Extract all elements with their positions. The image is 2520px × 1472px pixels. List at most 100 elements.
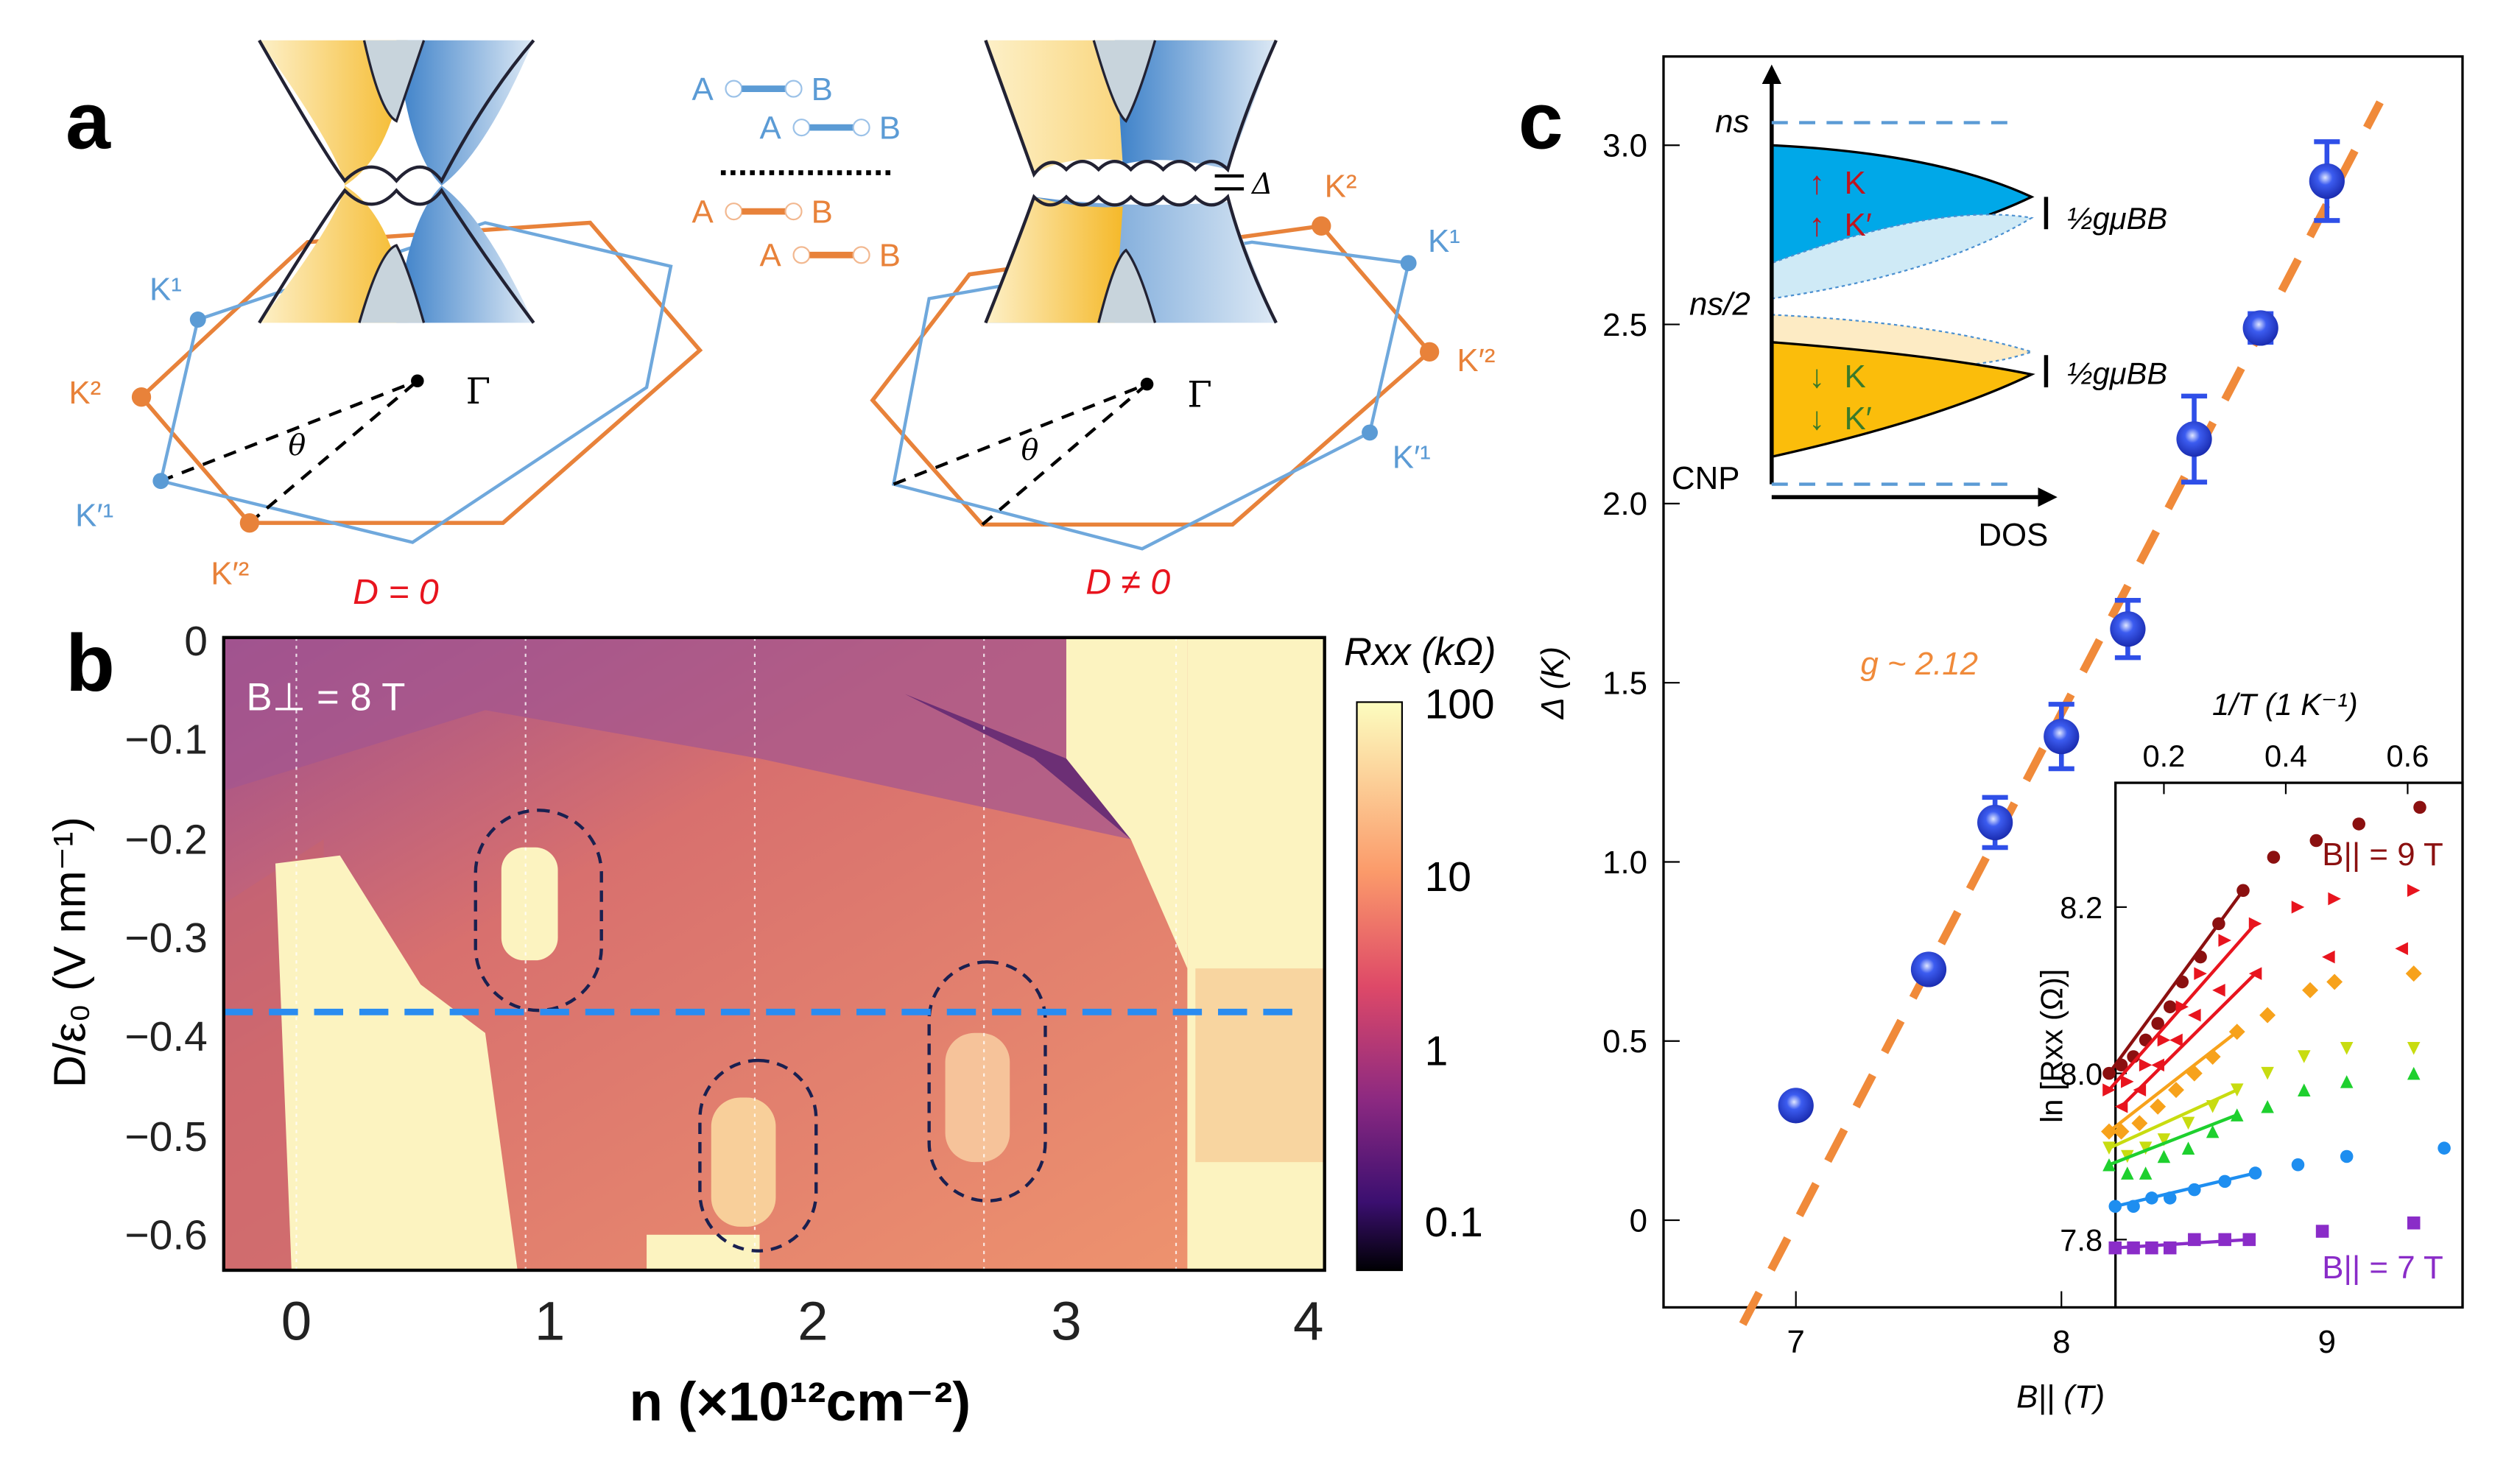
dashed-region-2 bbox=[698, 1058, 818, 1253]
inset-data-point bbox=[2102, 1083, 2116, 1096]
arrhenius-inset: 1/T (1 K⁻¹) 0.2 0.4 0.6 7.8 8.0 8.2 ln [Rxx (… bbox=[2034, 687, 2464, 1309]
svg-text:ns/2: ns/2 bbox=[1689, 286, 1750, 322]
inset-data-point bbox=[2261, 1099, 2274, 1113]
theta-label: θ bbox=[1021, 434, 1039, 468]
inset-data-point bbox=[2328, 892, 2341, 906]
inset-data-point bbox=[2291, 901, 2305, 914]
svg-text:B: B bbox=[879, 110, 901, 147]
inset-x-tick-label: 0.6 bbox=[2386, 739, 2429, 773]
inset-data-point bbox=[2248, 967, 2262, 980]
inset-data-point bbox=[2236, 884, 2250, 898]
svg-text:0: 0 bbox=[184, 618, 208, 665]
data-marker bbox=[2176, 421, 2212, 457]
inset-data-point bbox=[2163, 1191, 2177, 1205]
inset-data-point bbox=[2181, 1141, 2195, 1155]
inset-data-point bbox=[2218, 1175, 2231, 1188]
inset-data-point bbox=[2326, 973, 2343, 990]
fit-line bbox=[2108, 1030, 2239, 1133]
inset-data-point bbox=[2113, 1123, 2130, 1140]
data-point bbox=[2309, 139, 2345, 223]
dashed-region-1 bbox=[474, 809, 603, 1013]
inset-data-point bbox=[2407, 1041, 2421, 1055]
inset-data-point bbox=[2206, 1124, 2220, 1138]
data-marker bbox=[2242, 310, 2278, 346]
inset-data-point bbox=[2218, 1233, 2231, 1247]
heatmap-x-label: n (×10¹²cm⁻²) bbox=[629, 1371, 971, 1432]
svg-text:½gμBB: ½gμBB bbox=[2067, 356, 2167, 391]
inset-data-point bbox=[2405, 965, 2422, 982]
series-9T bbox=[2102, 800, 2426, 1080]
inset-data-point bbox=[2163, 1241, 2177, 1255]
svg-text:4: 4 bbox=[1293, 1290, 1323, 1351]
kp2-label: K′² bbox=[211, 555, 249, 591]
series-85T bbox=[2114, 942, 2408, 1113]
svg-text:B: B bbox=[812, 194, 833, 230]
inset-data-point bbox=[2175, 975, 2189, 989]
inset-data-point bbox=[2151, 1017, 2164, 1030]
k2-label: K² bbox=[1325, 168, 1357, 204]
inset-data-point bbox=[2108, 1200, 2122, 1213]
data-marker bbox=[1910, 951, 1947, 987]
inset-x-label: 1/T (1 K⁻¹) bbox=[2212, 687, 2358, 722]
y-tick-label: 1.0 bbox=[1602, 845, 1647, 881]
svg-text:0.1: 0.1 bbox=[1425, 1199, 1483, 1246]
gamma-label: Γ bbox=[1187, 374, 1211, 415]
inset-data-point bbox=[2212, 917, 2225, 931]
inset-data-point bbox=[2133, 1083, 2147, 1096]
inset-y-tick-label: 8.2 bbox=[2060, 890, 2102, 925]
data-marker bbox=[1778, 1088, 1814, 1124]
inset-data-point bbox=[2169, 1033, 2183, 1047]
inset-data-point bbox=[2291, 1158, 2305, 1172]
data-point bbox=[2176, 393, 2212, 485]
svg-text:−0.3: −0.3 bbox=[124, 915, 207, 962]
inset-data-point bbox=[2259, 1007, 2276, 1024]
inset-data-point bbox=[2157, 1149, 2171, 1163]
svg-text:DOS: DOS bbox=[1978, 517, 2048, 553]
inset-data-point bbox=[2181, 1116, 2195, 1130]
panel-a-right-schematic: Δ Γ θ K² K¹ K′² K′¹ D ≠ 0 bbox=[870, 39, 1495, 602]
svg-text:K: K bbox=[1844, 165, 1865, 201]
series-7T bbox=[2108, 1216, 2421, 1255]
y-tick-label: 3.0 bbox=[1602, 128, 1647, 164]
inset-data-point bbox=[2230, 1083, 2244, 1096]
inset-data-point bbox=[2139, 1141, 2153, 1155]
inset-data-point bbox=[2157, 1033, 2171, 1047]
inset-data-point bbox=[2407, 1066, 2421, 1080]
inset-y-tick-label: 8.0 bbox=[2060, 1057, 2102, 1091]
inset-data-point bbox=[2194, 950, 2207, 964]
svg-text:−0.5: −0.5 bbox=[124, 1113, 207, 1161]
k2-label: K² bbox=[68, 375, 101, 411]
theta-label: θ bbox=[288, 429, 306, 462]
inset-data-point bbox=[2157, 1133, 2171, 1147]
annotation-9t: B|| = 9 T bbox=[2322, 837, 2443, 873]
svg-text:−0.4: −0.4 bbox=[124, 1013, 207, 1060]
svg-text:CNP: CNP bbox=[1672, 460, 1740, 496]
data-points bbox=[1778, 139, 2345, 1124]
svg-text:K′: K′ bbox=[1844, 207, 1871, 243]
fit-line bbox=[2108, 1113, 2238, 1166]
inset-data-point bbox=[2407, 884, 2421, 898]
svg-text:ns: ns bbox=[1715, 104, 1749, 140]
inset-data-point bbox=[2212, 983, 2225, 997]
inset-data-point bbox=[2127, 1200, 2140, 1213]
condition-d-zero: D = 0 bbox=[353, 572, 439, 612]
inset-y-tick-label: 7.8 bbox=[2060, 1223, 2102, 1258]
inset-data-point bbox=[2340, 1075, 2354, 1088]
inset-data-point bbox=[2150, 1098, 2167, 1115]
svg-text:A: A bbox=[760, 238, 782, 274]
inset-data-point bbox=[2230, 1108, 2244, 1121]
inset-data-point bbox=[2101, 1123, 2117, 1140]
data-point bbox=[2242, 310, 2278, 346]
data-marker bbox=[1977, 804, 2013, 841]
inset-data-point bbox=[2242, 1233, 2256, 1247]
inset-y-label: ln [Rxx (Ω)] bbox=[2034, 969, 2069, 1123]
lower-band bbox=[1770, 340, 2035, 459]
inset-data-point bbox=[2302, 982, 2319, 999]
inset-data-point bbox=[2204, 1049, 2221, 1065]
fit-line bbox=[2108, 1088, 2238, 1150]
down-arrow-icon: ↓ bbox=[1809, 359, 1825, 395]
inset-data-point bbox=[2168, 1082, 2184, 1099]
heatmap-y-label: D/ε₀ (V nm⁻¹) bbox=[44, 817, 95, 1088]
inset-data-point bbox=[2175, 1000, 2189, 1014]
up-arrow-icon: ↑ bbox=[1809, 165, 1825, 201]
